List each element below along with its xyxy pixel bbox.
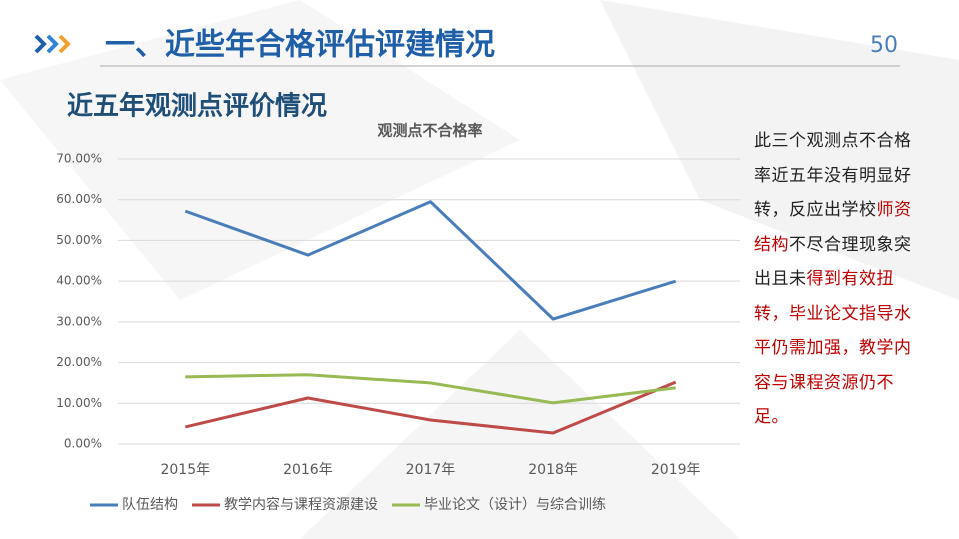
y-tick-label: 60.00%: [56, 192, 102, 206]
legend-label: 教学内容与课程资源建设: [224, 496, 378, 513]
page-number: 50: [870, 33, 898, 58]
bg-shape: [0, 0, 520, 300]
y-tick-label: 70.00%: [56, 152, 102, 166]
note-text: 不尽合理现象突出且未: [754, 234, 912, 290]
subtitle: 近五年观测点评价情况: [67, 91, 327, 122]
note-text: 得到有效扭转，毕业论文指导水平仍需加强，教学内容与课程资源仍不足。: [754, 269, 912, 427]
note-text: 此三个观测点不合格率近五年没有明显好转，反应出学校: [754, 131, 912, 220]
y-tick-label: 30.00%: [56, 314, 102, 328]
x-tick-label: 2017年: [406, 462, 456, 478]
bg-shape: [300, 330, 740, 539]
note: 此三个观测点不合格率近五年没有明显好转，反应出学校师资结构不尽合理现象突出且未得…: [754, 124, 914, 435]
y-tick-label: 20.00%: [56, 355, 102, 369]
data-line: [185, 373, 676, 405]
data-line: [184, 380, 677, 435]
x-tick-label: 2018年: [528, 462, 578, 478]
x-tick-label: 2015年: [160, 462, 210, 478]
x-tick-label: 2019年: [651, 462, 701, 478]
y-tick-label: 40.00%: [56, 274, 102, 288]
header-icon: [34, 34, 71, 54]
y-tick-label: 10.00%: [56, 396, 102, 410]
slide-title: 一、近些年合格评估评建情况: [105, 28, 495, 63]
x-tick-label: 2016年: [283, 462, 333, 478]
bg-shape: [600, 0, 959, 300]
data-line: [184, 200, 677, 321]
legend-label: 毕业论文（设计）与综合训练: [424, 497, 606, 513]
chart-title: 观测点不合格率: [377, 122, 482, 140]
note-text: 师资结构: [754, 200, 912, 255]
y-tick-label: 50.00%: [56, 233, 102, 247]
legend-label: 队伍结构: [122, 497, 178, 513]
y-tick-label: 0.00%: [64, 437, 102, 451]
